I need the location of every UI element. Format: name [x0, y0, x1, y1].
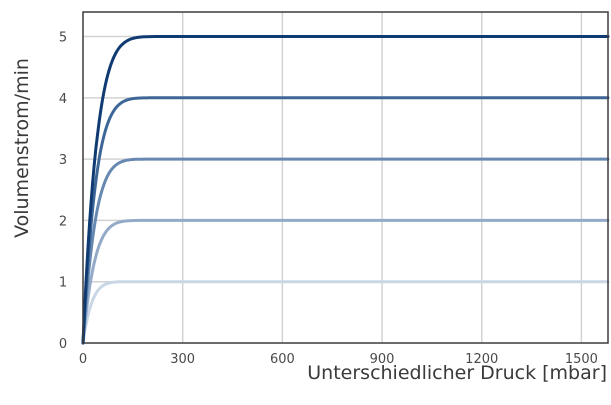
series-line-5	[81, 35, 610, 345]
plot-frame	[82, 11, 609, 344]
y-tick-label: 5	[59, 31, 67, 46]
y-tick-label: 0	[59, 337, 67, 352]
x-tick-labels: 0 300 600 900 1200 1500	[79, 352, 598, 367]
series-line-4	[81, 96, 610, 345]
y-tick-label: 1	[59, 276, 67, 291]
series-line-2	[81, 218, 610, 345]
x-tick-label: 300	[170, 352, 195, 367]
y-tick-label: 2	[59, 214, 67, 229]
series-line-1	[81, 280, 610, 345]
y-tick-label: 3	[59, 153, 67, 168]
x-tick-label: 600	[270, 352, 295, 367]
x-axis-label: Unterschiedlicher Druck [mbar]	[307, 362, 607, 384]
y-tick-label: 4	[59, 92, 67, 107]
series-line-3	[81, 157, 610, 345]
y-tick-labels: 0 1 2 3 4 5	[59, 31, 67, 352]
x-tick-label: 1200	[465, 352, 498, 367]
series-lines	[81, 35, 610, 345]
x-tick-label: 1500	[565, 352, 598, 367]
x-tick-label: 900	[370, 352, 395, 367]
y-axis-label: Volumenstrom/min	[11, 58, 33, 238]
x-tick-label: 0	[79, 352, 87, 367]
grid	[83, 12, 608, 343]
